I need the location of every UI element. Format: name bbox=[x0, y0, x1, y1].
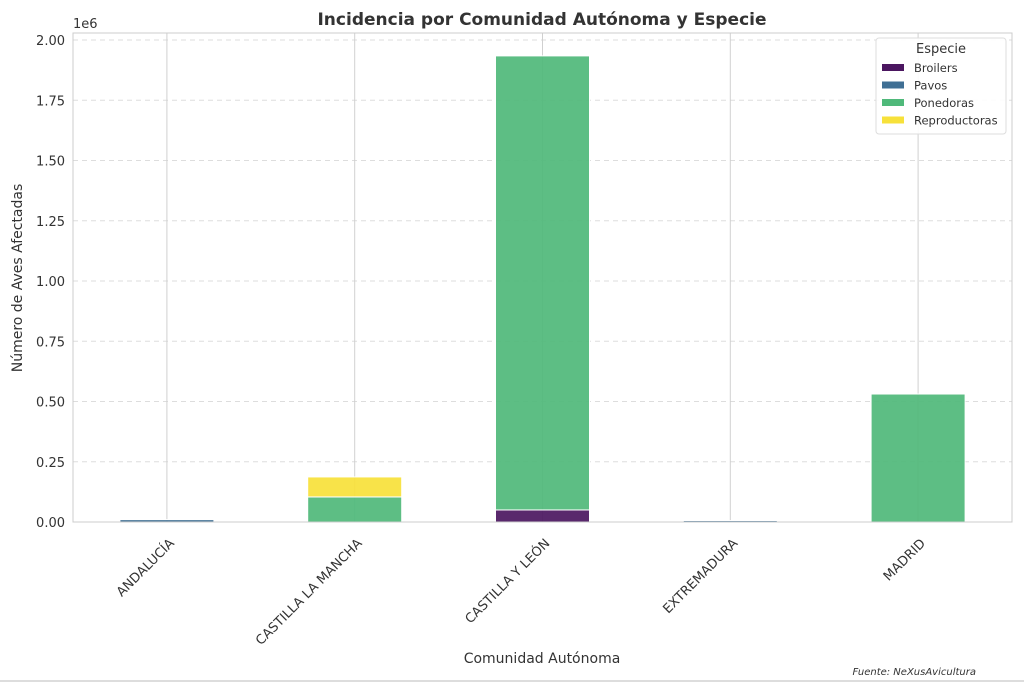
y-tick-label: 1.00 bbox=[36, 275, 65, 290]
bar-ponedoras bbox=[307, 496, 403, 523]
y-tick-label: 2.00 bbox=[36, 34, 65, 49]
legend-label: Reproductoras bbox=[914, 114, 998, 128]
legend-swatch bbox=[882, 64, 904, 71]
plot-frame bbox=[72, 32, 1013, 523]
legend-label: Pavos bbox=[914, 79, 947, 93]
legend-label: Ponedoras bbox=[914, 96, 974, 110]
source-note: Fuente: NeXusAvicultura bbox=[853, 667, 976, 678]
legend-swatch bbox=[882, 116, 904, 124]
x-tick-label: EXTREMADURA bbox=[660, 536, 741, 617]
bar-ponedoras bbox=[870, 393, 966, 523]
x-tick-label: CASTILLA LA MANCHA bbox=[253, 536, 365, 648]
y-tick-label: 0.75 bbox=[36, 335, 65, 350]
legend-swatch bbox=[882, 99, 904, 106]
legend-label: Broilers bbox=[914, 61, 958, 75]
y-axis-label: Número de Aves Afectadas bbox=[10, 184, 26, 373]
y-tick-label: 1.75 bbox=[36, 94, 65, 109]
legend-title: Especie bbox=[916, 42, 966, 57]
y-tick-label: 0.00 bbox=[36, 516, 65, 531]
y-tick-label: 1.25 bbox=[36, 215, 65, 230]
y-offset-label: 1e6 bbox=[73, 17, 98, 32]
x-tick-label: MADRID bbox=[881, 536, 929, 584]
legend-swatch bbox=[882, 81, 904, 89]
y-tick-label: 1.50 bbox=[36, 155, 65, 170]
y-tick-label: 0.50 bbox=[36, 396, 65, 411]
legend-box bbox=[875, 37, 1007, 135]
x-tick-label: CASTILLA Y LEÓN bbox=[462, 536, 553, 627]
bar-reproductoras bbox=[307, 476, 403, 498]
chart-title: Incidencia por Comunidad Autónoma y Espe… bbox=[317, 10, 766, 30]
y-tick-label: 0.25 bbox=[36, 456, 65, 471]
legend: Especie Broilers Pavos Ponedoras Reproductor… bbox=[875, 37, 1007, 135]
divider bbox=[0, 680, 1024, 682]
x-tick-label: ANDALUCÍA bbox=[113, 535, 178, 600]
x-axis-label: Comunidad Autónoma bbox=[464, 651, 621, 667]
bar-broilers bbox=[495, 509, 590, 523]
bar-ponedoras bbox=[495, 55, 590, 511]
